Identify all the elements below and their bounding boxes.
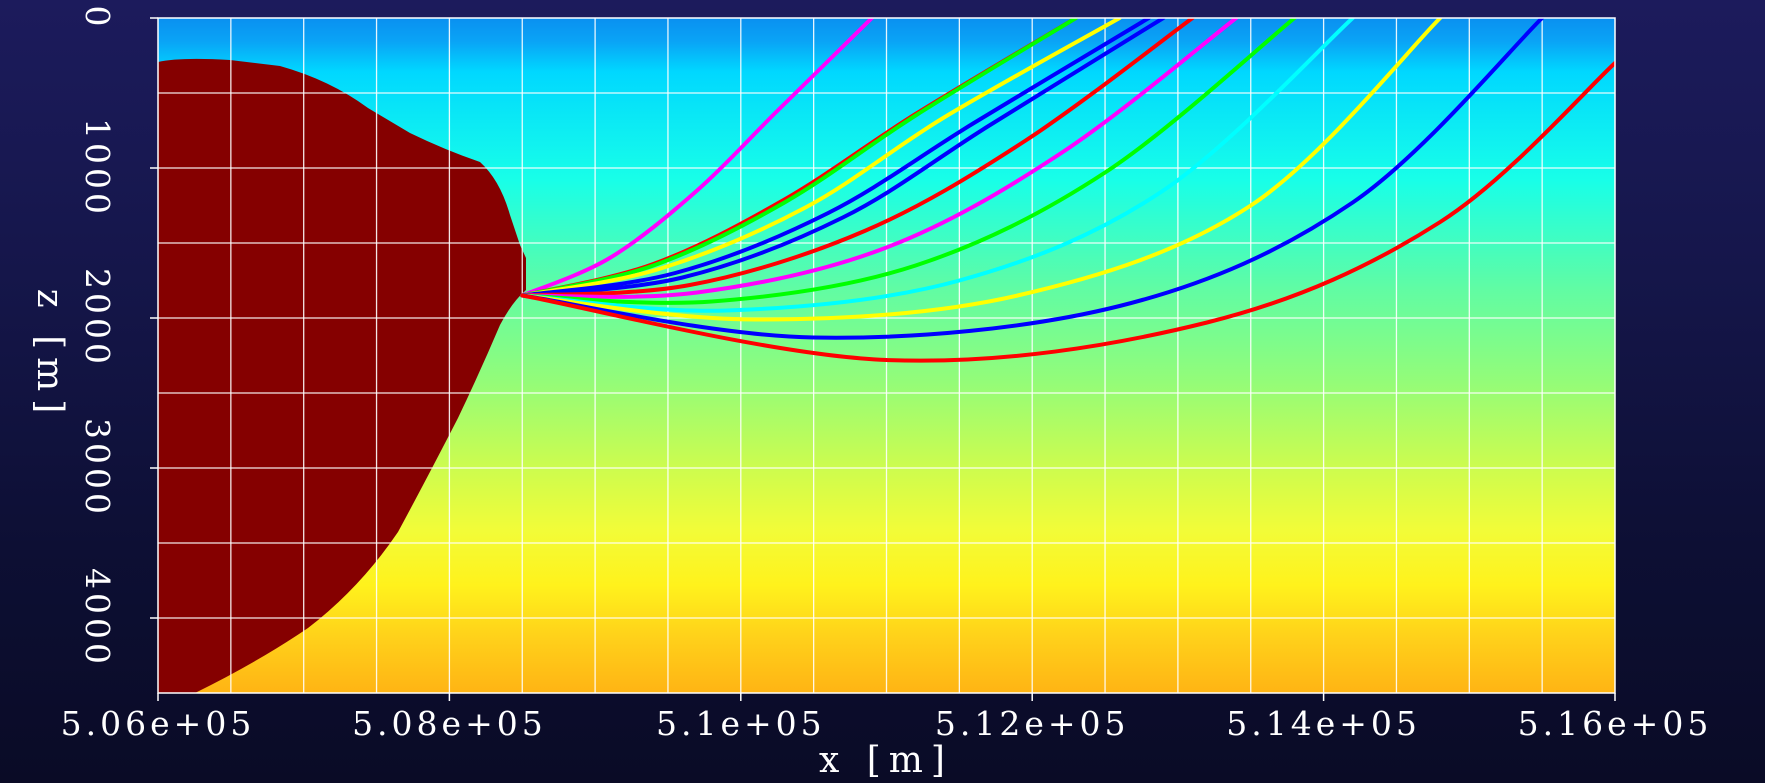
ray-paths — [520, 18, 1615, 363]
x-axis-title: x [m] — [819, 740, 953, 781]
x-tick-label: 5.16e+05 — [1518, 704, 1713, 743]
x-tick-label: 5.14e+05 — [1226, 704, 1421, 743]
x-tick-label: 5.1e+05 — [656, 704, 826, 743]
ray-path-13 — [520, 61, 1615, 363]
y-tick-label: 4000 — [78, 568, 117, 668]
plot-area — [158, 18, 1615, 693]
ray-path-12 — [520, 18, 1545, 340]
ray-path-9 — [520, 18, 1297, 305]
ray-path-8 — [520, 18, 1239, 299]
x-tick-label: 5.08e+05 — [352, 704, 547, 743]
x-tick-label: 5.06e+05 — [61, 704, 256, 743]
ray-path-10 — [520, 18, 1355, 313]
salt-body — [158, 58, 526, 693]
y-axis-ticks: 0 1000 2000 3000 4000 — [78, 6, 158, 668]
y-tick-label: 1000 — [78, 118, 117, 218]
y-axis-title: z [m] — [29, 289, 70, 422]
ray-path-1 — [520, 18, 874, 298]
ray-path-11 — [520, 18, 1443, 322]
plot-frame — [157, 17, 1616, 694]
x-axis-ticks: 5.06e+05 5.08e+05 5.1e+05 5.12e+05 5.14e+05 5… — [61, 693, 1713, 743]
ray-path-5 — [520, 18, 1151, 298]
ray-path-6 — [520, 18, 1166, 298]
ray-path-4 — [520, 18, 1122, 298]
y-tick-label: 0 — [78, 6, 117, 31]
x-tick-label: 5.12e+05 — [935, 704, 1130, 743]
y-tick-label: 2000 — [78, 268, 117, 368]
grid — [158, 18, 1615, 693]
ray-path-3 — [520, 18, 1078, 298]
ray-path-7 — [520, 18, 1195, 298]
y-tick-label: 3000 — [78, 418, 117, 518]
